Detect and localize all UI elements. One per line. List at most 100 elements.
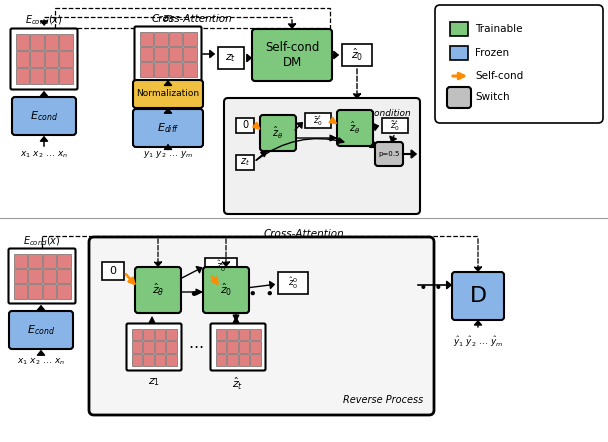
Text: $\hat{z}_0^t$: $\hat{z}_0^t$ [216,259,226,274]
Bar [154,341,165,353]
Bar [236,118,254,133]
FancyBboxPatch shape [134,27,201,81]
FancyBboxPatch shape [12,97,76,135]
Bar [55,8,330,28]
Bar [139,62,153,76]
Bar [205,258,237,274]
Text: Cross-Attention: Cross-Attention [264,229,344,239]
Text: $z_t$: $z_t$ [240,156,250,168]
Bar [238,341,249,353]
Bar [28,254,41,268]
FancyBboxPatch shape [133,109,203,147]
Text: Trainable: Trainable [475,24,522,34]
Bar [183,31,196,46]
FancyBboxPatch shape [9,248,75,304]
FancyBboxPatch shape [452,272,504,320]
FancyBboxPatch shape [135,267,181,313]
Bar [154,328,165,340]
Text: $E_{diff}$: $E_{diff}$ [157,121,179,135]
Text: $\ldots$: $\ldots$ [188,336,204,351]
Bar [13,269,27,283]
Text: $\hat{z}_0$: $\hat{z}_0$ [220,282,232,298]
Bar [305,113,331,128]
Bar [139,31,153,46]
Bar [236,155,254,170]
Bar [168,62,182,76]
Text: $\bullet$: $\bullet$ [188,283,198,301]
Bar [382,118,408,133]
Bar [450,22,468,36]
Bar [154,31,167,46]
Bar [57,284,71,298]
Text: Self-cond: Self-cond [475,71,523,81]
Text: p=0.5: p=0.5 [378,151,399,157]
Text: $\bar{z}_0^t$: $\bar{z}_0^t$ [313,113,323,128]
Text: $x_1\ x_2\ \ldots\ x_n$: $x_1\ x_2\ \ldots\ x_n$ [17,357,65,367]
Text: $x_1\ x_2\ \ldots\ x_n$: $x_1\ x_2\ \ldots\ x_n$ [20,150,68,160]
Bar [342,44,372,66]
Bar [57,269,71,283]
Bar [154,47,167,61]
Text: $\bullet\ \bullet$: $\bullet\ \bullet$ [418,278,442,292]
Bar [168,47,182,61]
FancyBboxPatch shape [203,267,249,313]
Bar [143,328,153,340]
Bar [13,254,27,268]
Text: Self-cond
DM: Self-cond DM [265,41,319,69]
Bar [131,328,142,340]
Text: $E_{cond}$: $E_{cond}$ [27,323,55,337]
FancyBboxPatch shape [133,80,203,108]
Text: $\hat{y}_1\ \hat{y}_2\ \ldots\ \hat{y}_m$: $\hat{y}_1\ \hat{y}_2\ \ldots\ \hat{y}_m… [453,334,503,349]
Text: Cross-Attention: Cross-Attention [151,14,232,24]
Bar [154,354,165,366]
Bar [139,47,153,61]
Bar [43,269,56,283]
Bar [15,68,29,84]
Bar [183,62,196,76]
Bar [15,51,29,67]
Text: Reverse Process: Reverse Process [343,395,423,405]
Bar [250,341,260,353]
Text: $y_1\ y_2\ \ldots\ y_m$: $y_1\ y_2\ \ldots\ y_m$ [143,149,193,160]
Bar [30,34,44,50]
Bar [168,31,182,46]
FancyBboxPatch shape [260,115,296,151]
FancyBboxPatch shape [210,324,266,370]
Bar [215,328,226,340]
Bar [59,34,72,50]
Bar [215,341,226,353]
FancyBboxPatch shape [252,29,332,81]
Text: $E_{cond}(x)$: $E_{cond}(x)$ [25,13,63,27]
Bar [250,354,260,366]
Bar [28,284,41,298]
FancyBboxPatch shape [375,142,403,166]
Text: $E_{cond}(x)$: $E_{cond}(x)$ [23,234,61,248]
Bar [15,34,29,50]
Bar [28,269,41,283]
Bar [227,341,238,353]
Bar [43,254,56,268]
Text: 0: 0 [109,266,117,276]
Bar [59,51,72,67]
Bar [227,328,238,340]
Text: $z_0$: $z_0$ [162,13,174,25]
FancyBboxPatch shape [337,110,373,146]
Text: $\hat{z}_0^0$: $\hat{z}_0^0$ [288,275,299,290]
Bar [183,47,196,61]
Bar [143,354,153,366]
Text: $\hat{z}_t$: $\hat{z}_t$ [232,376,244,392]
Bar [44,51,58,67]
Bar [450,46,468,60]
Bar [238,354,249,366]
Text: $\hat{z}_0$: $\hat{z}_0$ [351,47,363,63]
Bar [102,262,124,280]
Bar [238,328,249,340]
FancyBboxPatch shape [10,28,77,89]
FancyBboxPatch shape [435,5,603,123]
FancyBboxPatch shape [89,237,434,415]
Text: Normalization: Normalization [136,89,199,99]
Text: $z_1$: $z_1$ [148,376,160,388]
Bar [218,47,244,69]
Text: $\hat{z}_\theta$: $\hat{z}_\theta$ [350,120,361,136]
Text: $\bullet\ \bullet$: $\bullet\ \bullet$ [247,285,273,300]
